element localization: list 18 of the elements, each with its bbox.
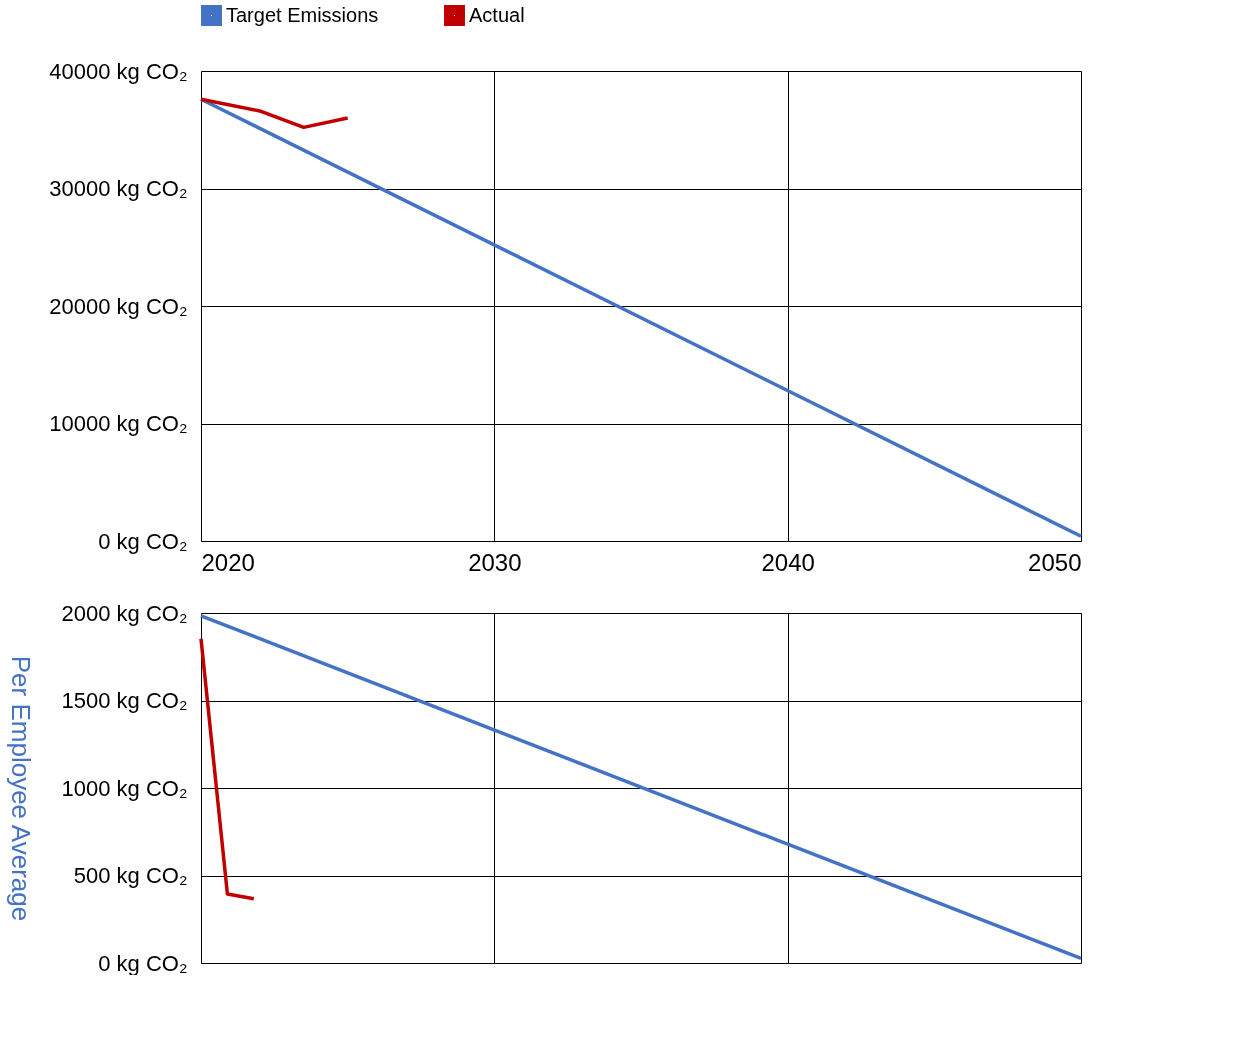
x-tick-label: 2030 [468, 548, 522, 576]
y-tick-label: 2000 kg CO₂ [61, 600, 188, 626]
x-tick-label: 2020 [201, 548, 255, 576]
y-tick-label: 20000 kg CO₂ [49, 293, 188, 319]
y-tick-label: 500 kg CO₂ [73, 863, 188, 888]
y-tick-label: 40000 kg CO₂ [49, 58, 188, 84]
x-tick-label: 2040 [761, 548, 815, 576]
y-tick-label: 30000 kg CO₂ [49, 176, 188, 201]
x-tick-label: 2050 [1028, 548, 1082, 576]
y-tick-label: 10000 kg CO₂ [49, 411, 188, 436]
y-tick-label: 1000 kg CO₂ [61, 775, 188, 801]
legend-label: Target Emissions [226, 3, 379, 26]
legend-label: Actual [469, 3, 525, 26]
y-axis-title: Per Employee Average [5, 655, 36, 922]
y-tick-label: 1500 kg CO₂ [61, 688, 188, 713]
line-series [199, 97, 350, 130]
y-tick-label: 0 kg CO₂ [98, 950, 188, 976]
y-tick-label: 0 kg CO₂ [98, 528, 188, 554]
